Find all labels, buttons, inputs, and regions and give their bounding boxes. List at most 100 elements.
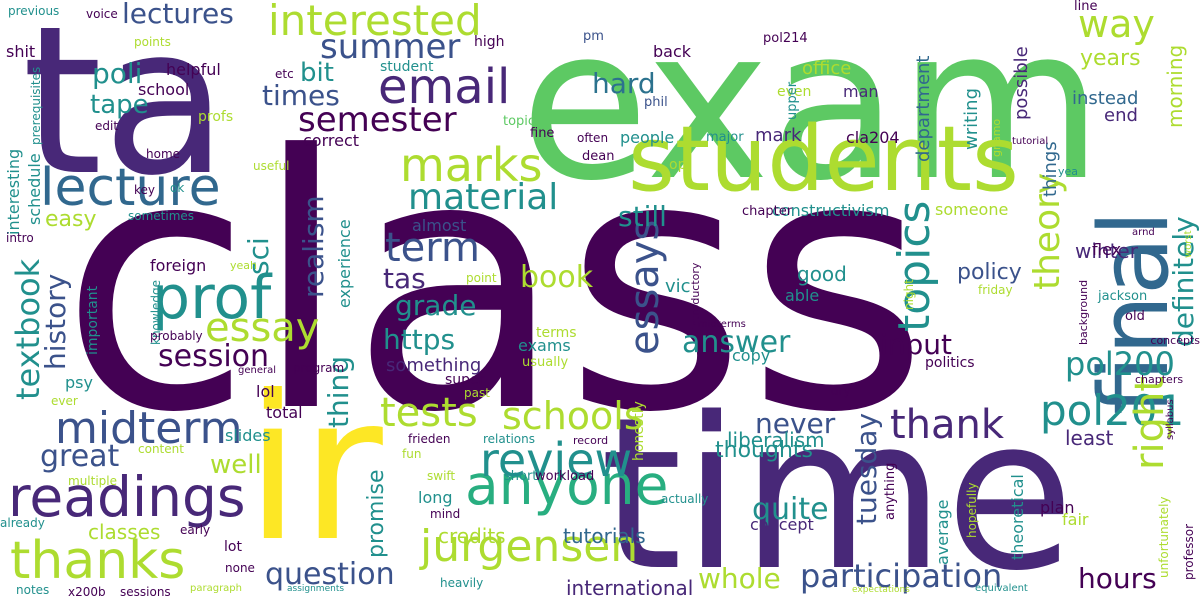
word-51: tape [90,90,149,120]
word-80: possible [1011,46,1032,120]
word-3: time [600,372,1075,600]
word-33: summer [320,27,461,67]
word-149: intro [6,231,34,245]
word-185: terms [536,325,577,341]
word-118: helpful [166,60,221,79]
word-166: assignments [287,584,345,594]
word-30: material [408,177,559,218]
word-73: morning [1163,44,1187,128]
word-47: input [880,328,953,361]
word-189: frieden [408,432,451,446]
word-44: grade [395,289,477,322]
word-15: interested [268,0,482,45]
word-26: right [1127,376,1173,470]
word-70: international [566,576,694,600]
word-134: chapter [742,204,793,219]
word-101: someone [935,200,1009,219]
word-171: unfortunately [1157,496,1171,578]
word-144: shit [6,42,36,61]
word-25: thank [890,402,1005,448]
word-192: swift [427,469,456,483]
word-69: credits [438,524,506,548]
word-7: prof [152,263,272,333]
word-133: op [669,157,687,173]
word-18: midterm [55,403,243,454]
word-167: expectations [852,585,910,595]
word-100: able [785,286,820,305]
word-174: concepts [1150,334,1200,347]
word-87: vic [665,276,691,297]
word-195: fun [402,447,422,461]
word-158: x200b [68,585,106,599]
word-48: times [262,79,340,112]
word-198: yeah [230,259,257,272]
word-197: point [466,271,497,285]
word-163: lot [224,539,242,555]
word-23: essays [622,219,668,355]
word-121: student [380,59,434,75]
word-124: pol214 [763,31,808,46]
word-196: actually [661,492,709,506]
word-104: psy [65,373,93,392]
word-19: term [385,225,480,271]
word-193: short [504,469,538,484]
word-46: quite [752,492,829,527]
word-64: promise [364,469,389,558]
word-95: long [418,488,453,507]
word-98: exams [518,336,571,355]
word-83: instead [1072,88,1139,109]
word-119: profs [198,109,234,125]
word-139: previous [8,4,60,18]
word-156: already [0,516,45,530]
word-16: review [480,433,633,487]
word-38: session [158,339,270,374]
word-178: dry [831,384,851,398]
word-190: relations [483,432,535,446]
word-181: anything [883,462,898,520]
word-10: thanks [10,531,186,591]
word-61: well [210,450,262,480]
word-62: years [1080,46,1141,71]
word-113: average [933,499,952,566]
word-97: slides [225,426,271,445]
word-75: something [386,355,482,376]
word-79: office [802,58,852,79]
word-126: upper [785,81,800,120]
word-187: program [293,361,345,375]
word-154: content [138,442,184,456]
word-13: email [378,59,511,115]
word-150: ok [170,181,185,195]
word-152: probably [150,329,203,343]
word-74: winter [1075,239,1138,263]
word-93: man [843,82,879,101]
word-22: topics [889,200,940,332]
word-131: major [706,130,744,145]
word-110: jackson [1098,289,1148,304]
word-136: tutorial [1012,136,1049,147]
word-90: interesting [4,148,23,235]
word-143: etc [275,67,294,81]
word-170: syllabus [1165,399,1176,440]
word-41: pol200 [1065,345,1175,383]
word-31: book [520,260,594,295]
word-153: ever [51,394,78,408]
word-77: good [797,262,847,286]
word-103: lol [256,382,275,401]
word-161: none [225,561,255,575]
word-112: politics [925,355,975,371]
word-147: key [134,183,156,197]
word-145: edit [95,119,119,133]
word-146: home [146,147,181,161]
word-191: record [573,434,609,447]
word-32: question [265,557,395,592]
word-68: classes [88,520,161,544]
word-91: people [620,128,675,147]
word-157: notes [16,583,50,597]
word-194: workload [535,469,595,484]
word-52: history [39,273,72,370]
word-135: gnamo [990,118,1003,157]
word-127: phil [644,95,668,110]
word-59: still [618,200,667,233]
word-94: almost [412,216,467,235]
word-89: schedule [25,153,44,225]
